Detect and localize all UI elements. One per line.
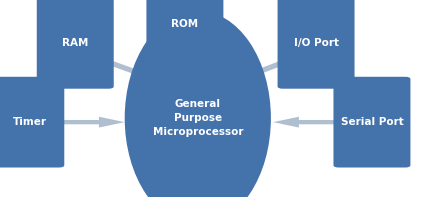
Text: I/O Port: I/O Port [294, 38, 338, 48]
Polygon shape [61, 117, 125, 128]
Ellipse shape [125, 11, 271, 197]
FancyBboxPatch shape [146, 0, 224, 69]
Text: Serial Port: Serial Port [341, 117, 403, 127]
FancyBboxPatch shape [0, 77, 64, 167]
Polygon shape [173, 43, 197, 68]
Polygon shape [273, 117, 338, 128]
Text: ROM: ROM [171, 19, 199, 29]
Polygon shape [230, 61, 285, 83]
Text: RAM: RAM [62, 38, 89, 48]
FancyBboxPatch shape [334, 77, 410, 167]
Polygon shape [108, 61, 166, 83]
Text: General
Purpose
Microprocessor: General Purpose Microprocessor [153, 99, 243, 137]
Text: Timer: Timer [13, 117, 47, 127]
FancyBboxPatch shape [278, 0, 354, 89]
FancyBboxPatch shape [37, 0, 114, 89]
